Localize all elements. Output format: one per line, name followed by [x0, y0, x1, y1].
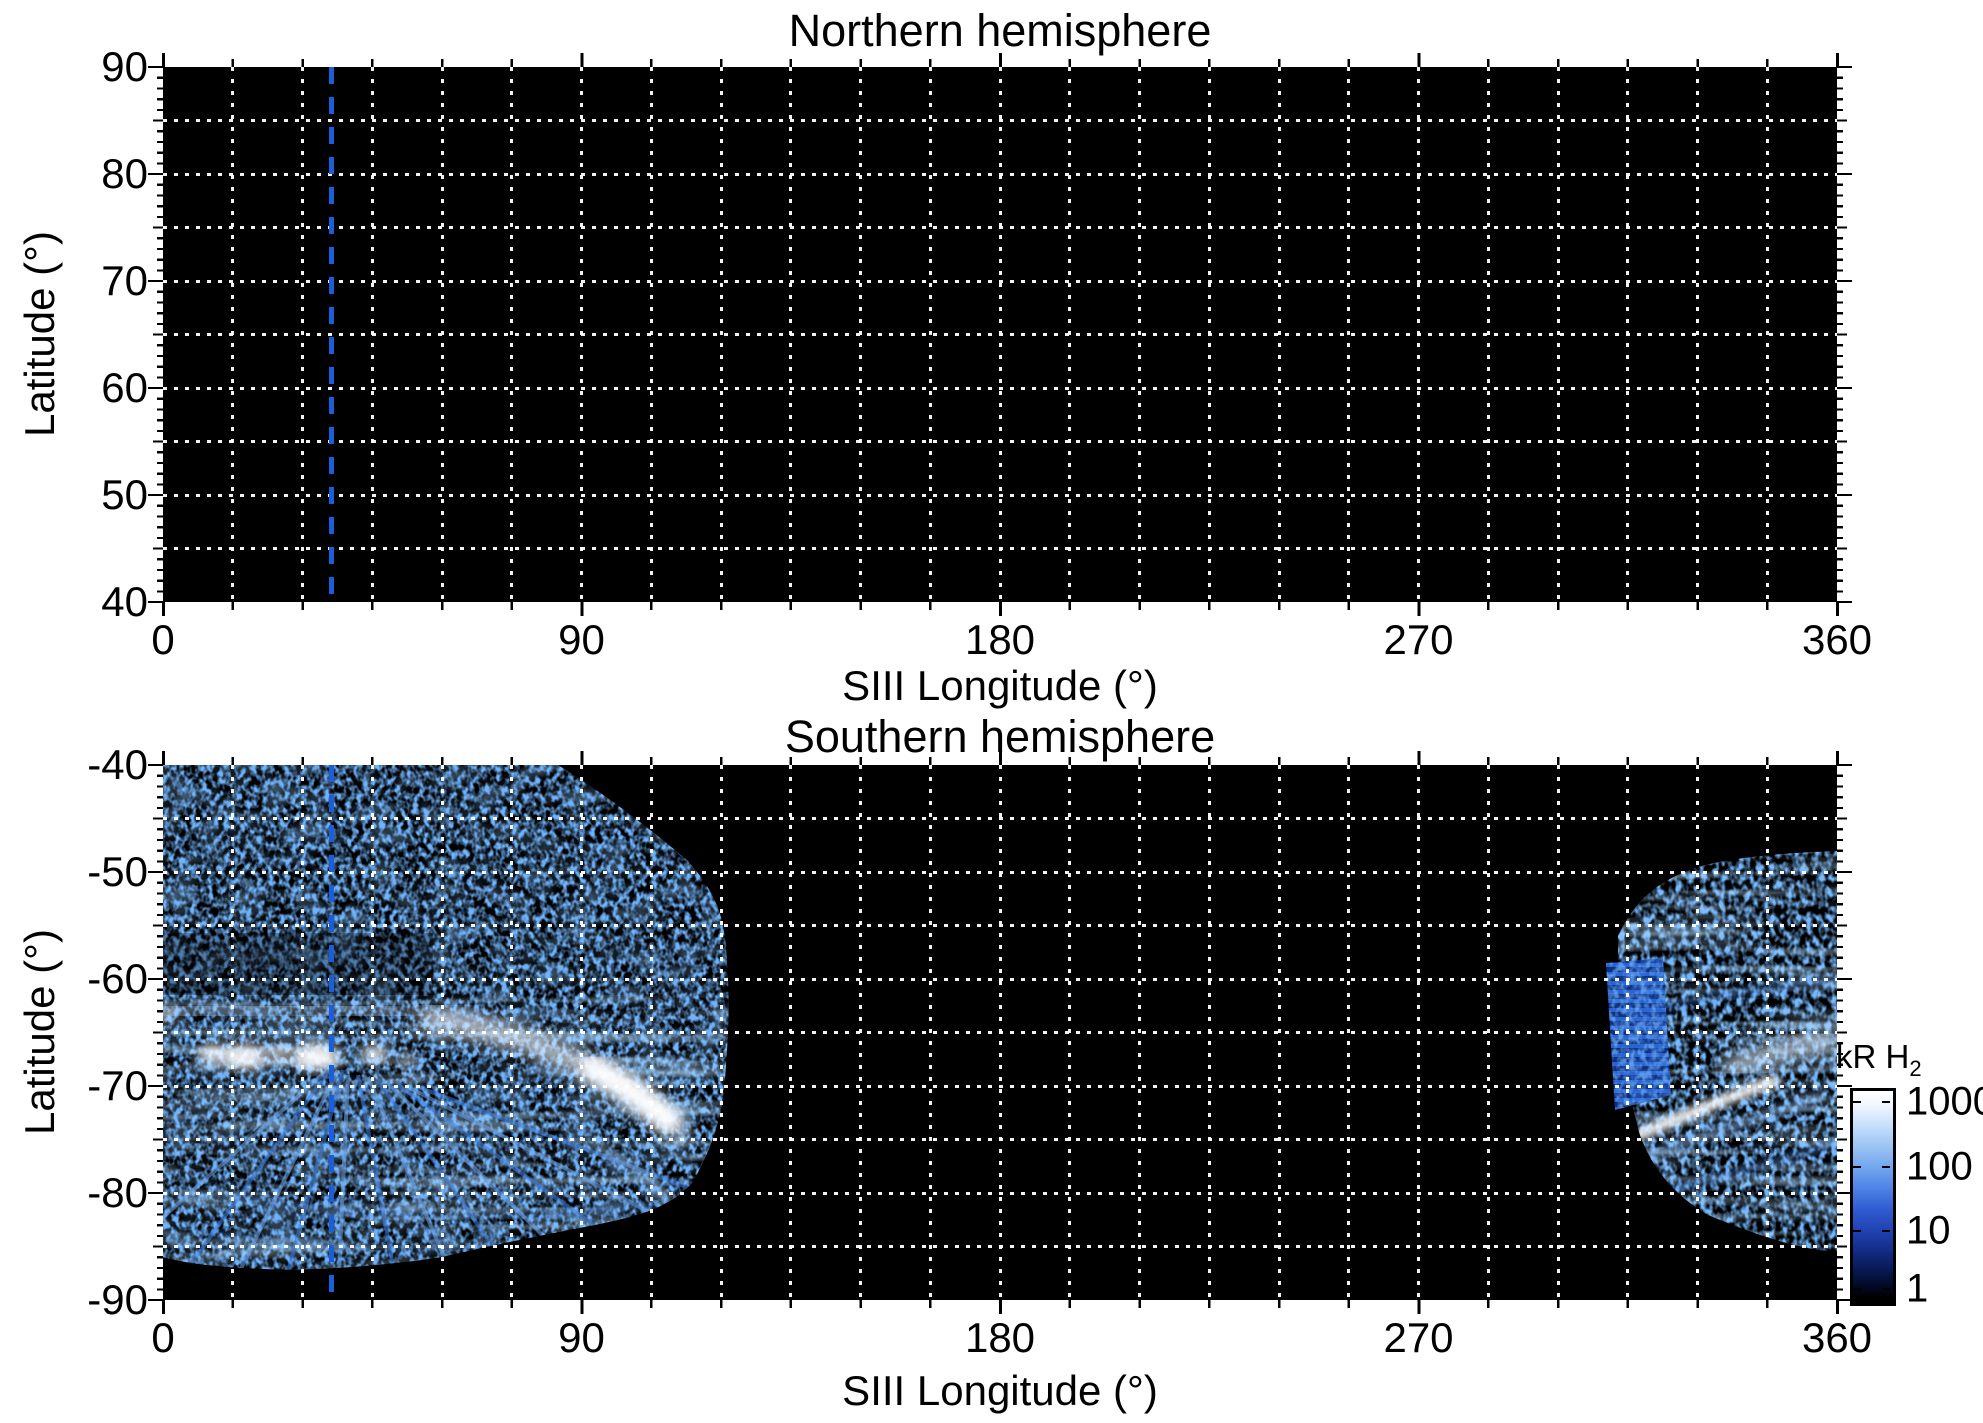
y-axis-ticks	[148, 764, 163, 1302]
x-tick-label: 180	[964, 1314, 1036, 1361]
reference-longitude-line-south	[329, 765, 334, 1300]
x-axis-ticks-top	[162, 751, 1839, 765]
gridline-horizontal	[163, 924, 1837, 927]
gridline-horizontal	[163, 870, 1837, 874]
gridline-horizontal	[163, 333, 1837, 336]
y-tick-label: -40	[87, 741, 148, 788]
colorbar-tick	[1882, 1287, 1890, 1290]
panel-north-title: Northern hemisphere	[788, 5, 1212, 56]
colorbar-tick-label: 1000	[1906, 1079, 1983, 1124]
gridline-horizontal	[163, 493, 1837, 497]
x-axis-ticks	[162, 602, 1839, 616]
colorbar	[1850, 1088, 1896, 1306]
x-tick-label: 90	[558, 1314, 605, 1361]
x-tick-label: 0	[151, 1314, 175, 1361]
colorbar-tick	[1882, 1166, 1890, 1169]
colorbar-tick	[1882, 1100, 1890, 1103]
gridline-horizontal	[163, 172, 1837, 176]
colorbar-tick	[1853, 1100, 1861, 1103]
y-axis-ticks-right	[1837, 764, 1852, 1302]
reference-longitude-line-north	[329, 67, 334, 602]
gridline-horizontal	[163, 1084, 1837, 1088]
y-tick-label: -60	[87, 955, 148, 1002]
colorbar-tick	[1853, 1287, 1861, 1290]
gridline-horizontal	[163, 817, 1837, 820]
y-tick-label: -50	[87, 848, 148, 895]
colorbar-tick-label: 1	[1906, 1266, 1929, 1311]
y-tick-label: 70	[101, 257, 148, 304]
x-tick-label: 0	[151, 616, 175, 663]
y-tick-label: 80	[101, 150, 148, 197]
aurora-emission-map	[163, 765, 1837, 1270]
colorbar-tick-label: 100	[1906, 1144, 1973, 1189]
x-tick-label: 270	[1383, 1314, 1454, 1361]
gridline-horizontal	[163, 386, 1837, 390]
x-axis-ticks	[162, 1300, 1839, 1314]
x-tick-label: 360	[1801, 616, 1873, 663]
y-tick-label: 60	[101, 364, 148, 411]
plot-northern-hemisphere	[163, 67, 1837, 602]
gridline-horizontal	[163, 1031, 1837, 1034]
y-tick-label: 50	[101, 471, 148, 518]
gridline-horizontal	[163, 547, 1837, 550]
x-tick-label: 180	[964, 616, 1036, 663]
y-axis-ticks	[148, 66, 163, 604]
y-tick-label: 40	[101, 578, 148, 625]
gridline-horizontal	[163, 279, 1837, 283]
plot-southern-hemisphere	[163, 765, 1837, 1300]
xaxis-label-north: SIII Longitude (°)	[842, 662, 1158, 709]
gridline-horizontal	[163, 1138, 1837, 1141]
colorbar-tick	[1853, 1166, 1861, 1169]
y-tick-label: -70	[87, 1062, 148, 1109]
x-tick-label: 90	[558, 616, 605, 663]
gridline-horizontal	[163, 977, 1837, 981]
gridline-horizontal	[163, 119, 1837, 122]
gridline-horizontal	[163, 226, 1837, 229]
gridline-horizontal	[163, 1245, 1837, 1248]
colorbar-tick	[1853, 1230, 1861, 1233]
y-axis-ticks-right	[1837, 66, 1852, 604]
xaxis-label-south: SIII Longitude (°)	[842, 1367, 1158, 1414]
colorbar-tick	[1882, 1230, 1890, 1233]
colorbar-tick-label: 10	[1906, 1208, 1951, 1253]
y-tick-label: 90	[101, 43, 148, 90]
gridline-horizontal	[163, 1191, 1837, 1195]
main-emission-region	[163, 765, 729, 1270]
y-tick-label: -90	[87, 1276, 148, 1323]
x-tick-label: 360	[1801, 1314, 1873, 1361]
y-tick-label: -80	[87, 1169, 148, 1216]
x-axis-ticks-top	[162, 53, 1839, 67]
gridline-horizontal	[163, 440, 1837, 443]
x-tick-label: 270	[1383, 616, 1454, 663]
